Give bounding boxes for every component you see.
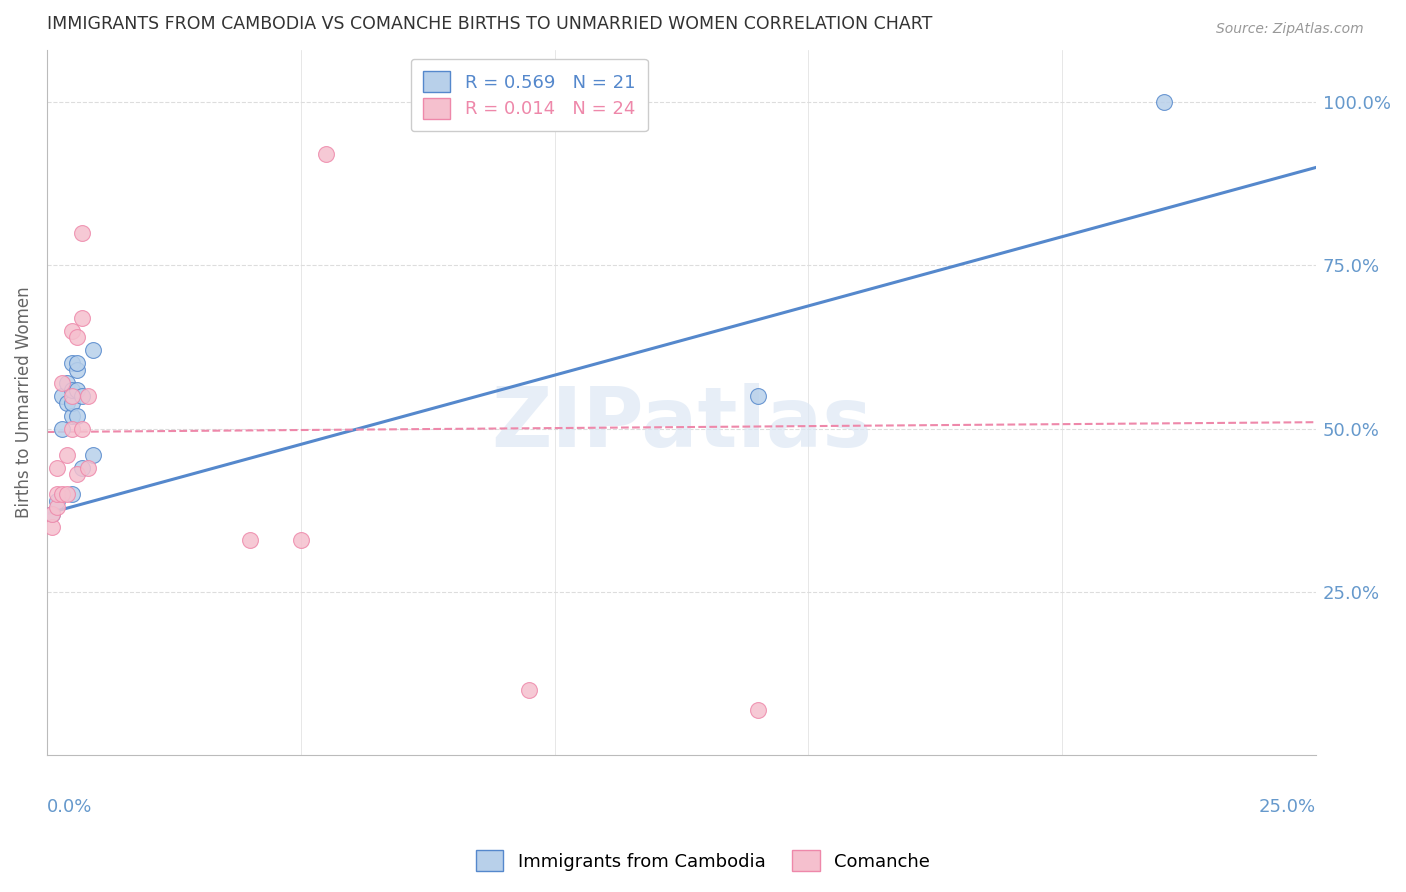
Point bbox=[1153, 95, 1175, 109]
Legend: Immigrants from Cambodia, Comanche: Immigrants from Cambodia, Comanche bbox=[468, 843, 938, 879]
Point bbox=[66, 467, 89, 482]
Point bbox=[747, 703, 769, 717]
Text: ZIPatlas: ZIPatlas bbox=[491, 384, 872, 464]
Point bbox=[66, 330, 89, 344]
Point bbox=[60, 324, 83, 338]
Point bbox=[41, 507, 63, 521]
Point bbox=[66, 363, 89, 377]
Point bbox=[60, 356, 83, 370]
Text: IMMIGRANTS FROM CAMBODIA VS COMANCHE BIRTHS TO UNMARRIED WOMEN CORRELATION CHART: IMMIGRANTS FROM CAMBODIA VS COMANCHE BIR… bbox=[46, 15, 932, 33]
Text: Source: ZipAtlas.com: Source: ZipAtlas.com bbox=[1216, 22, 1364, 37]
Point bbox=[76, 461, 98, 475]
Point bbox=[41, 519, 63, 533]
Point bbox=[72, 310, 94, 325]
Point bbox=[56, 395, 79, 409]
Point bbox=[60, 409, 83, 423]
Point bbox=[51, 422, 73, 436]
Point bbox=[46, 487, 69, 501]
Point bbox=[315, 147, 337, 161]
Legend: R = 0.569   N = 21, R = 0.014   N = 24: R = 0.569 N = 21, R = 0.014 N = 24 bbox=[411, 59, 648, 131]
Point bbox=[290, 533, 312, 547]
Point bbox=[56, 376, 79, 390]
Point bbox=[60, 389, 83, 403]
Point bbox=[60, 422, 83, 436]
Point bbox=[51, 376, 73, 390]
Point bbox=[72, 422, 94, 436]
Point bbox=[82, 343, 104, 358]
Text: 25.0%: 25.0% bbox=[1258, 797, 1316, 815]
Point bbox=[72, 389, 94, 403]
Point bbox=[60, 383, 83, 397]
Point bbox=[46, 461, 69, 475]
Point bbox=[72, 461, 94, 475]
Text: 0.0%: 0.0% bbox=[46, 797, 93, 815]
Point bbox=[82, 448, 104, 462]
Point bbox=[66, 383, 89, 397]
Point bbox=[46, 500, 69, 515]
Y-axis label: Births to Unmarried Women: Births to Unmarried Women bbox=[15, 287, 32, 518]
Point bbox=[41, 507, 63, 521]
Point bbox=[56, 448, 79, 462]
Point bbox=[239, 533, 262, 547]
Point bbox=[60, 395, 83, 409]
Point bbox=[747, 389, 769, 403]
Point bbox=[66, 356, 89, 370]
Point bbox=[51, 487, 73, 501]
Point bbox=[517, 683, 540, 698]
Point bbox=[60, 487, 83, 501]
Point bbox=[66, 409, 89, 423]
Point bbox=[72, 226, 94, 240]
Point bbox=[76, 389, 98, 403]
Point bbox=[51, 389, 73, 403]
Point bbox=[46, 493, 69, 508]
Point bbox=[56, 487, 79, 501]
